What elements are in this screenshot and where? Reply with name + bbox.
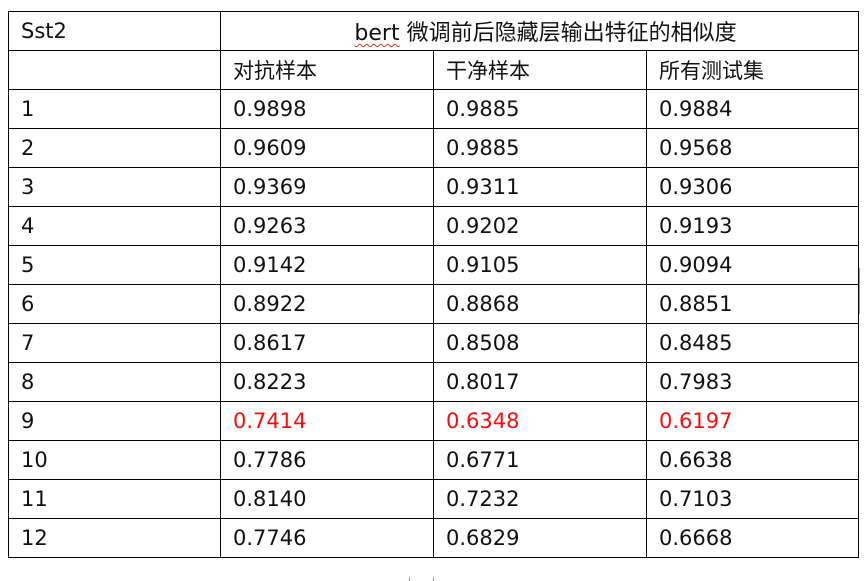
- table-row: 11 0.8140 0.7232 0.7103: [8, 479, 859, 519]
- adversarial-value-cell[interactable]: 0.9263: [220, 206, 434, 246]
- header-adversarial[interactable]: 对抗样本: [220, 50, 434, 90]
- all-test-value-cell[interactable]: 0.9193: [646, 206, 859, 246]
- layer-number-cell[interactable]: 5: [8, 245, 221, 285]
- clean-value-cell[interactable]: 0.9202: [433, 206, 647, 246]
- corner-label-cell[interactable]: Sst2: [8, 11, 221, 51]
- table-row: 3 0.9369 0.9311 0.9306: [8, 167, 859, 207]
- all-test-value-cell[interactable]: 0.6638: [646, 440, 859, 480]
- table-row: 12 0.7746 0.6829 0.6668: [8, 518, 859, 558]
- clean-value-cell[interactable]: 0.6829: [433, 518, 647, 558]
- layer-number-cell[interactable]: 8: [8, 362, 221, 402]
- empty-header-cell[interactable]: [8, 50, 221, 90]
- all-test-value-cell[interactable]: 0.9094: [646, 245, 859, 285]
- adversarial-value-cell[interactable]: 0.7786: [220, 440, 434, 480]
- column-header-row: 对抗样本 干净样本 所有测试集: [8, 50, 859, 90]
- table-row: 8 0.8223 0.8017 0.7983: [8, 362, 859, 402]
- clean-value-cell[interactable]: 0.8017: [433, 362, 647, 402]
- adversarial-value-cell[interactable]: 0.7414: [220, 401, 434, 441]
- header-all-test[interactable]: 所有测试集: [646, 50, 859, 90]
- layer-number-cell[interactable]: 3: [8, 167, 221, 207]
- all-test-value-cell[interactable]: 0.9884: [646, 89, 859, 129]
- clean-value-cell[interactable]: 0.6771: [433, 440, 647, 480]
- layer-number-cell[interactable]: 4: [8, 206, 221, 246]
- layer-number-cell[interactable]: 7: [8, 323, 221, 363]
- clean-value-cell[interactable]: 0.9311: [433, 167, 647, 207]
- table-row: 4 0.9263 0.9202 0.9193: [8, 206, 859, 246]
- table-title-cell[interactable]: bert 微调前后隐藏层输出特征的相似度: [220, 11, 859, 51]
- clean-value-cell[interactable]: 0.8508: [433, 323, 647, 363]
- title-row: Sst2 bert 微调前后隐藏层输出特征的相似度: [8, 11, 859, 51]
- adversarial-value-cell[interactable]: 0.9369: [220, 167, 434, 207]
- adversarial-value-cell[interactable]: 0.9142: [220, 245, 434, 285]
- layer-number-cell[interactable]: 11: [8, 479, 221, 519]
- table-row: 2 0.9609 0.9885 0.9568: [8, 128, 859, 168]
- table-row: 7 0.8617 0.8508 0.8485: [8, 323, 859, 363]
- table-title-text: 微调前后隐藏层输出特征的相似度: [399, 21, 737, 46]
- clean-value-cell[interactable]: 0.9105: [433, 245, 647, 285]
- page-bottom-tick: [433, 577, 434, 581]
- layer-number-cell[interactable]: 2: [8, 128, 221, 168]
- layer-number-cell[interactable]: 12: [8, 518, 221, 558]
- adversarial-value-cell[interactable]: 0.9609: [220, 128, 434, 168]
- table-row: 10 0.7786 0.6771 0.6638: [8, 440, 859, 480]
- adversarial-value-cell[interactable]: 0.8223: [220, 362, 434, 402]
- all-test-value-cell[interactable]: 0.7103: [646, 479, 859, 519]
- page-bottom-tick: [409, 577, 410, 581]
- all-test-value-cell[interactable]: 0.7983: [646, 362, 859, 402]
- adversarial-value-cell[interactable]: 0.8140: [220, 479, 434, 519]
- all-test-value-cell[interactable]: 0.8485: [646, 323, 859, 363]
- layer-number-cell[interactable]: 9: [8, 401, 221, 441]
- clean-value-cell[interactable]: 0.9885: [433, 89, 647, 129]
- adversarial-value-cell[interactable]: 0.7746: [220, 518, 434, 558]
- layer-number-cell[interactable]: 6: [8, 284, 221, 324]
- all-test-value-cell[interactable]: 0.9306: [646, 167, 859, 207]
- header-clean[interactable]: 干净样本: [433, 50, 647, 90]
- all-test-value-cell[interactable]: 0.8851: [646, 284, 859, 324]
- spellcheck-word[interactable]: bert: [354, 21, 400, 46]
- similarity-table: Sst2 bert 微调前后隐藏层输出特征的相似度 对抗样本 干净样本 所有测试…: [8, 11, 859, 558]
- adversarial-value-cell[interactable]: 0.8617: [220, 323, 434, 363]
- table-row: 6 0.8922 0.8868 0.8851: [8, 284, 859, 324]
- table-row: 9 0.7414 0.6348 0.6197: [8, 401, 859, 441]
- clean-value-cell[interactable]: 0.8868: [433, 284, 647, 324]
- page-edge-marker: [859, 268, 864, 314]
- clean-value-cell[interactable]: 0.7232: [433, 479, 647, 519]
- all-test-value-cell[interactable]: 0.6668: [646, 518, 859, 558]
- clean-value-cell[interactable]: 0.9885: [433, 128, 647, 168]
- layer-number-cell[interactable]: 10: [8, 440, 221, 480]
- layer-number-cell[interactable]: 1: [8, 89, 221, 129]
- table-row: 1 0.9898 0.9885 0.9884: [8, 89, 859, 129]
- adversarial-value-cell[interactable]: 0.8922: [220, 284, 434, 324]
- all-test-value-cell[interactable]: 0.9568: [646, 128, 859, 168]
- clean-value-cell[interactable]: 0.6348: [433, 401, 647, 441]
- table-row: 5 0.9142 0.9105 0.9094: [8, 245, 859, 285]
- adversarial-value-cell[interactable]: 0.9898: [220, 89, 434, 129]
- all-test-value-cell[interactable]: 0.6197: [646, 401, 859, 441]
